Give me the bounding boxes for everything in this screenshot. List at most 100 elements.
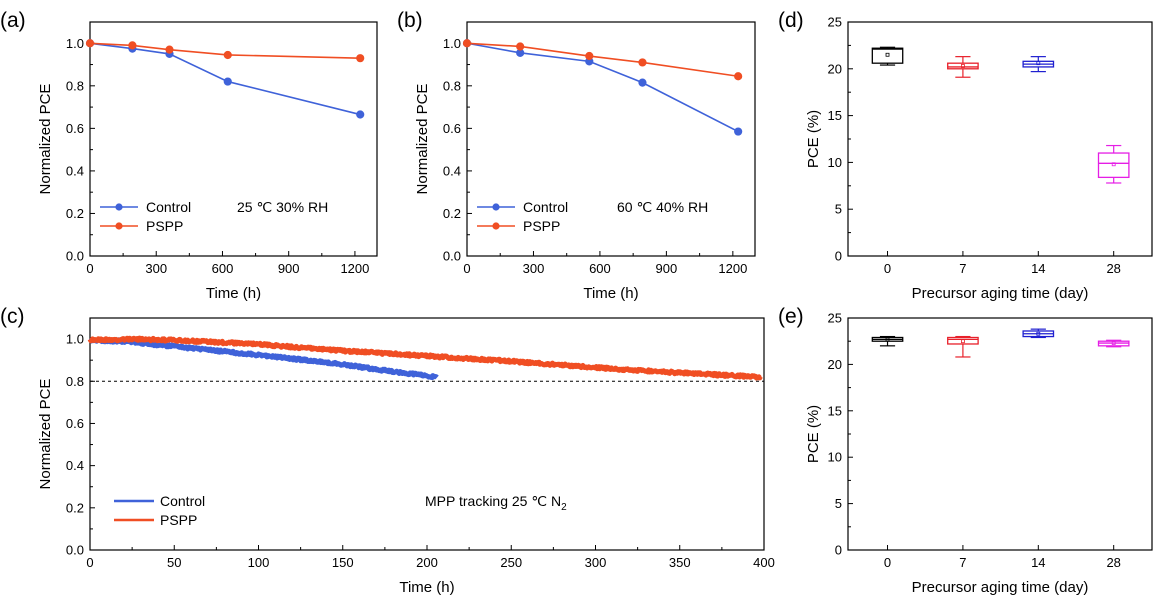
y-tick-label: 1.0: [443, 36, 461, 51]
y-tick-label: 25: [828, 15, 842, 30]
x-tick-label: 0: [884, 555, 891, 570]
x-tick-label: 1200: [340, 261, 369, 276]
annotation: 25 ℃ 30% RH: [237, 199, 328, 215]
box-iqr: [947, 62, 979, 70]
x-axis-label: Time (h): [399, 579, 454, 596]
x-tick-label: 600: [589, 261, 611, 276]
panel-e: (e) Precursor aging time (day) PCE (%) 0 5 10…: [778, 305, 1153, 596]
y-tick-label: 1.0: [66, 332, 84, 347]
x-tick-label: 300: [145, 261, 167, 276]
series-line-pspp: [87, 335, 763, 381]
data-point-pspp: [638, 58, 647, 67]
y-tick-label: 5: [835, 202, 842, 217]
y-tick-label: 0.2: [443, 206, 461, 221]
box-iqr: [871, 47, 904, 64]
legend-marker-pspp: [115, 222, 123, 230]
y-tick-label: 20: [828, 357, 842, 372]
mean-marker: [1036, 61, 1041, 66]
mean-marker: [1036, 331, 1041, 336]
x-tick-label: 300: [523, 261, 545, 276]
legend-label-pspp: PSPP: [523, 218, 560, 234]
mean-marker: [1111, 162, 1116, 167]
data-point-pspp: [223, 50, 232, 60]
x-tick-label: 250: [500, 555, 522, 570]
y-tick-label: 0.4: [66, 458, 84, 473]
y-axis-label: Normalized PCE: [37, 379, 54, 490]
panel-label: (c): [0, 305, 25, 328]
plot-frame: [89, 21, 378, 257]
y-tick-label: 10: [828, 450, 842, 465]
y-axis-label: PCE (%): [805, 110, 822, 168]
x-tick-label: 14: [1031, 555, 1045, 570]
x-tick-label: 0: [86, 261, 93, 276]
box-14: [1022, 56, 1055, 73]
panel-d: (d) Precursor aging time (day) PCE (%) 0 5 10…: [778, 9, 1153, 302]
data-point-pspp: [734, 72, 743, 81]
legend-marker-pspp: [492, 222, 500, 230]
x-tick-label: 350: [669, 555, 691, 570]
y-tick-label: 1.0: [66, 36, 84, 51]
data-point-control: [734, 127, 743, 136]
data-point-pspp: [85, 39, 95, 48]
box-28: [1097, 339, 1130, 348]
x-tick-label: 100: [248, 555, 270, 570]
box-0: [871, 46, 904, 66]
x-tick-label: 50: [167, 555, 181, 570]
plot-frame: [466, 21, 756, 257]
y-tick-label: 0.6: [66, 121, 84, 136]
panel-b: (b) Time (h) Normalized PCE 0.0 0.2 0.4 0.6 0.8…: [397, 9, 756, 302]
y-tick-label: 0.2: [66, 500, 84, 515]
plot-frame: [847, 317, 1153, 551]
y-tick-label: 20: [828, 61, 842, 76]
series-line-pspp: [466, 42, 739, 78]
box-0: [871, 335, 904, 347]
series-line-control: [466, 42, 739, 133]
box-iqr: [1097, 152, 1130, 179]
box-7: [947, 56, 979, 78]
box-7: [947, 335, 979, 358]
y-tick-label: 0.2: [66, 206, 84, 221]
data-point-control: [638, 78, 647, 87]
y-tick-label: 0.4: [443, 163, 461, 178]
data-point-control: [223, 77, 232, 86]
mean-marker: [885, 337, 890, 342]
legend-label-pspp: PSPP: [146, 218, 183, 234]
x-tick-label: 14: [1031, 261, 1045, 276]
panel-label: (b): [397, 9, 423, 32]
box-28: [1097, 144, 1130, 184]
legend-label-control: Control: [146, 199, 191, 215]
legend-marker-control: [492, 203, 500, 211]
data-point-pspp: [462, 39, 472, 48]
x-tick-label: 0: [86, 555, 93, 570]
y-tick-label: 0.4: [66, 163, 84, 178]
legend-label-control: Control: [523, 199, 568, 215]
x-tick-label: 7: [959, 555, 966, 570]
y-tick-label: 0: [835, 249, 842, 264]
legend-marker-control: [115, 203, 123, 211]
y-tick-label: 25: [828, 311, 842, 326]
x-tick-label: 150: [332, 555, 354, 570]
y-axis-label: Normalized PCE: [37, 84, 54, 195]
x-tick-label: 900: [278, 261, 300, 276]
mean-marker: [1111, 341, 1116, 345]
legend-label-pspp: PSPP: [160, 512, 197, 528]
x-tick-label: 1200: [718, 261, 747, 276]
x-tick-label: 200: [416, 555, 438, 570]
x-tick-label: 300: [585, 555, 607, 570]
annotation: MPP tracking 25 ℃ N2: [425, 493, 567, 513]
x-axis-label: Precursor aging time (day): [912, 285, 1089, 302]
panel-label: (e): [778, 305, 804, 328]
data-point-control: [356, 110, 365, 119]
x-tick-label: 28: [1106, 261, 1120, 276]
panel-label: (a): [0, 9, 26, 32]
panel-a: (a) Time (h) Normalized PCE 0.0 0.2 0.4 0.6 0.8…: [0, 9, 378, 302]
y-tick-label: 0.0: [66, 249, 84, 264]
mean-marker: [885, 52, 890, 57]
y-tick-label: 15: [828, 108, 842, 123]
x-tick-label: 0: [463, 261, 470, 276]
y-tick-label: 5: [835, 496, 842, 511]
series-line-control: [88, 336, 439, 381]
y-tick-label: 10: [828, 155, 842, 170]
panel-c: (c) Time (h) Normalized PCE 0.0 0.2 0.4 0.6 0.8…: [0, 305, 775, 596]
